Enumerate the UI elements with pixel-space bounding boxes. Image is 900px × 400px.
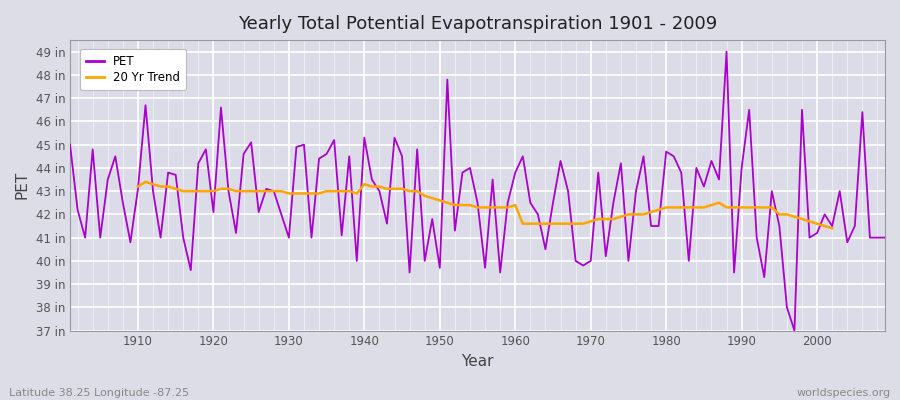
Y-axis label: PET: PET: [15, 171, 30, 200]
Text: Latitude 38.25 Longitude -87.25: Latitude 38.25 Longitude -87.25: [9, 388, 189, 398]
Title: Yearly Total Potential Evapotranspiration 1901 - 2009: Yearly Total Potential Evapotranspiratio…: [238, 15, 717, 33]
Legend: PET, 20 Yr Trend: PET, 20 Yr Trend: [80, 49, 186, 90]
X-axis label: Year: Year: [462, 354, 494, 369]
Text: worldspecies.org: worldspecies.org: [796, 388, 891, 398]
